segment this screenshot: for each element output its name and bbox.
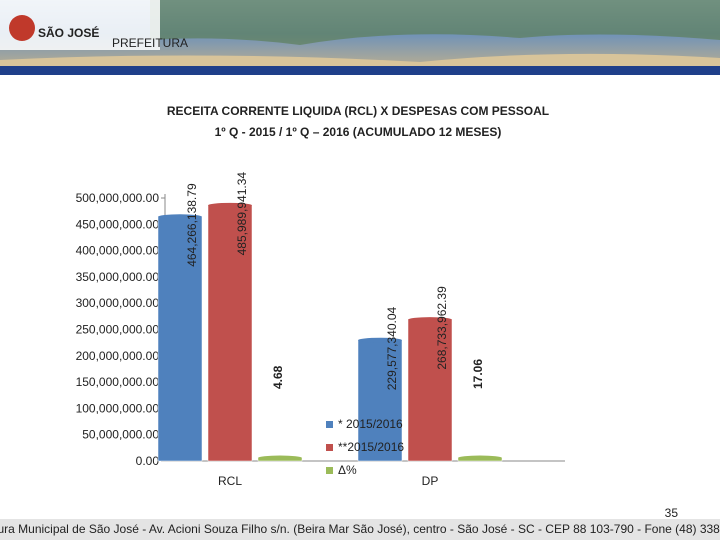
logo: SÃO JOSÉ xyxy=(38,25,99,40)
plot: 0.00 50,000,000.00 100,000,000.00 150,000,0… xyxy=(76,172,565,488)
y-tick-label: 450,000,000.00 xyxy=(76,217,160,231)
value-label: 4.68 xyxy=(271,365,285,389)
value-label: 485,989,941.34 xyxy=(235,172,249,256)
chart-subtitle: 1º Q - 2015 / 1º Q – 2016 (ACUMULADO 12 … xyxy=(215,125,502,139)
page-number: 35 xyxy=(665,506,679,520)
footer-text: Prefeitura Municipal de São José - Av. A… xyxy=(0,522,720,536)
y-tick-label: 150,000,000.00 xyxy=(76,375,160,389)
value-label: 464,266,138.79 xyxy=(185,183,199,267)
legend-swatch xyxy=(326,444,333,451)
bar xyxy=(357,339,403,462)
bar-cap xyxy=(358,337,402,343)
logo-sub: PREFEITURA xyxy=(112,36,188,50)
y-tick-label: 100,000,000.00 xyxy=(76,401,160,415)
y-tick-label: 350,000,000.00 xyxy=(76,270,160,284)
legend-swatch xyxy=(326,421,333,428)
y-tick-label: 0.00 xyxy=(136,454,160,468)
bar-cap xyxy=(208,202,252,208)
y-tick-label: 200,000,000.00 xyxy=(76,349,160,363)
footer: Prefeitura Municipal de São José - Av. A… xyxy=(0,506,720,540)
y-tick-label: 500,000,000.00 xyxy=(76,191,160,205)
value-label: 17.06 xyxy=(471,359,485,389)
legend-label: Δ% xyxy=(338,463,357,477)
header-banner: SÃO JOSÉ PREFEITURA xyxy=(0,0,720,75)
bar-cap xyxy=(258,455,302,461)
value-label: 229,577,340.04 xyxy=(385,307,399,391)
y-tick-label: 300,000,000.00 xyxy=(76,296,160,310)
value-label: 268,733,962.39 xyxy=(435,286,449,370)
y-tick-label: 50,000,000.00 xyxy=(82,428,159,442)
bar-cap xyxy=(458,455,502,461)
legend-label: * 2015/2016 xyxy=(338,417,403,431)
x-tick-label: DP xyxy=(422,474,439,488)
bar-cap xyxy=(158,214,202,220)
bar xyxy=(407,319,453,462)
y-tick-label: 250,000,000.00 xyxy=(76,323,160,337)
x-tick-label: RCL xyxy=(218,474,242,488)
legend-label: **2015/2016 xyxy=(338,440,404,454)
y-tick-label: 400,000,000.00 xyxy=(76,244,160,258)
legend-swatch xyxy=(326,467,333,474)
bar-cap xyxy=(408,317,452,323)
chart-title: RECEITA CORRENTE LIQUIDA (RCL) X DESPESA… xyxy=(167,104,549,118)
